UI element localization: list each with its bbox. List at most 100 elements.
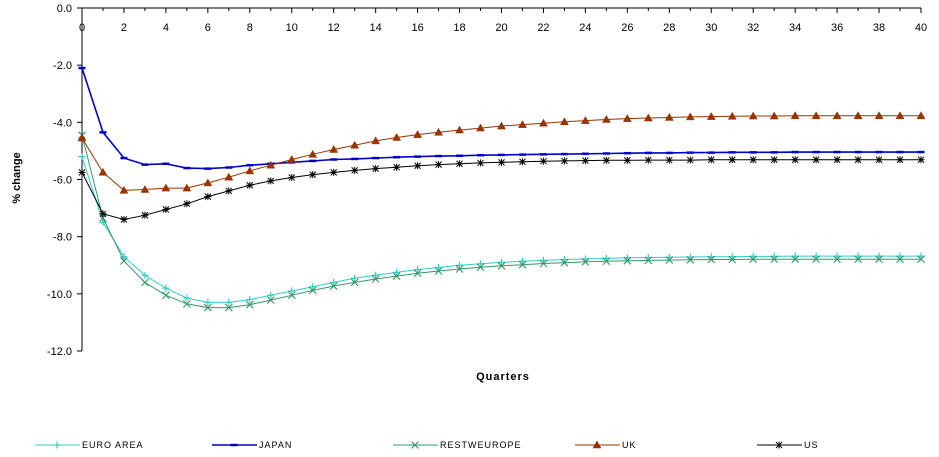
plus-marker bbox=[812, 252, 820, 260]
x-tick-label: 4 bbox=[163, 22, 169, 34]
x-marker bbox=[518, 260, 527, 269]
triangle-marker bbox=[622, 114, 632, 122]
y-axis-title: % change bbox=[11, 152, 23, 203]
legend-label: RESTWEUROPE bbox=[440, 440, 522, 450]
star-marker bbox=[141, 211, 149, 219]
star-marker bbox=[644, 156, 652, 164]
star-marker bbox=[707, 156, 715, 164]
x-marker bbox=[581, 257, 590, 266]
x-tick-label: 38 bbox=[873, 22, 885, 34]
x-marker bbox=[162, 291, 170, 300]
x-marker bbox=[371, 275, 380, 283]
plus-marker bbox=[330, 278, 338, 286]
x-marker bbox=[770, 255, 779, 264]
triangle-marker bbox=[476, 123, 485, 132]
plus-marker bbox=[435, 264, 443, 272]
x-marker bbox=[623, 256, 632, 265]
y-tick-label: -6.0 bbox=[53, 175, 72, 187]
star-marker bbox=[498, 158, 505, 166]
x-marker bbox=[854, 255, 862, 264]
x-marker bbox=[833, 255, 841, 264]
plus-marker bbox=[162, 284, 170, 292]
series-us bbox=[78, 156, 925, 224]
plus-marker bbox=[372, 271, 380, 279]
triangle-marker bbox=[769, 111, 779, 120]
triangle-marker bbox=[790, 111, 800, 120]
x-tick-label: 26 bbox=[621, 22, 633, 34]
star-marker bbox=[812, 156, 820, 164]
star-marker bbox=[288, 173, 296, 181]
series-uk bbox=[77, 111, 926, 194]
plus-marker bbox=[875, 252, 883, 260]
series-restweurope bbox=[78, 131, 925, 312]
x-tick-label: 32 bbox=[747, 22, 759, 34]
x-marker bbox=[308, 286, 317, 295]
plus-marker bbox=[560, 256, 568, 264]
y-tick-label: -12.0 bbox=[47, 346, 72, 358]
y-tick-label: -10.0 bbox=[47, 289, 72, 301]
y-tick-label: -8.0 bbox=[53, 232, 72, 244]
plus-marker bbox=[518, 257, 526, 265]
plus-marker bbox=[204, 298, 212, 306]
triangle-marker bbox=[392, 132, 402, 141]
star-marker bbox=[518, 158, 526, 166]
y-tick-label: -2.0 bbox=[53, 60, 72, 72]
triangle-marker bbox=[371, 136, 381, 145]
x-marker bbox=[245, 300, 254, 309]
legend-item: RESTWEUROPE bbox=[393, 440, 522, 450]
x-axis-title: Quarters bbox=[476, 371, 530, 383]
series-japan bbox=[78, 66, 925, 170]
x-tick-label: 22 bbox=[537, 22, 549, 34]
triangle-marker bbox=[580, 116, 590, 124]
triangle-marker bbox=[245, 166, 255, 175]
x-marker bbox=[476, 263, 485, 272]
triangle-marker bbox=[748, 111, 758, 120]
triangle-marker bbox=[308, 149, 318, 158]
x-marker bbox=[791, 255, 800, 264]
x-marker bbox=[812, 255, 821, 264]
y-tick-label: -4.0 bbox=[53, 117, 72, 129]
x-marker bbox=[266, 296, 275, 305]
x-marker bbox=[411, 441, 419, 449]
plus-marker bbox=[141, 271, 149, 279]
star-marker bbox=[602, 156, 610, 164]
x-marker bbox=[203, 303, 212, 312]
star-marker bbox=[435, 161, 443, 169]
y-tick-label: 0.0 bbox=[57, 3, 72, 15]
star-marker bbox=[791, 156, 799, 164]
x-marker bbox=[665, 256, 674, 264]
star-marker bbox=[749, 156, 757, 164]
series-layer bbox=[77, 66, 926, 312]
star-marker bbox=[351, 166, 359, 174]
star-marker bbox=[665, 156, 673, 164]
x-marker bbox=[917, 255, 925, 264]
triangle-marker bbox=[559, 117, 569, 126]
triangle-marker bbox=[77, 133, 87, 142]
legend-item: US bbox=[757, 440, 818, 450]
star-marker bbox=[162, 206, 170, 214]
star-marker bbox=[539, 157, 547, 165]
plus-marker bbox=[78, 153, 86, 161]
triangle-marker bbox=[518, 120, 527, 128]
x-tick-label: 12 bbox=[328, 22, 340, 34]
plus-marker bbox=[477, 260, 485, 268]
triangle-marker bbox=[643, 113, 653, 122]
plus-marker bbox=[539, 256, 547, 264]
star-marker bbox=[372, 165, 380, 173]
triangle-marker bbox=[497, 121, 506, 130]
triangle-marker bbox=[203, 178, 213, 187]
triangle-marker bbox=[832, 111, 842, 120]
x-marker bbox=[455, 265, 464, 273]
x-tick-label: 18 bbox=[453, 22, 465, 34]
triangle-marker bbox=[455, 125, 464, 134]
plus-marker bbox=[53, 441, 61, 449]
plus-marker bbox=[414, 266, 422, 274]
star-marker bbox=[183, 200, 191, 208]
star-marker bbox=[833, 156, 841, 164]
plus-marker bbox=[833, 252, 841, 260]
star-marker bbox=[225, 187, 233, 195]
triangle-marker bbox=[434, 127, 444, 136]
x-marker bbox=[602, 257, 611, 266]
star-marker bbox=[99, 210, 107, 218]
